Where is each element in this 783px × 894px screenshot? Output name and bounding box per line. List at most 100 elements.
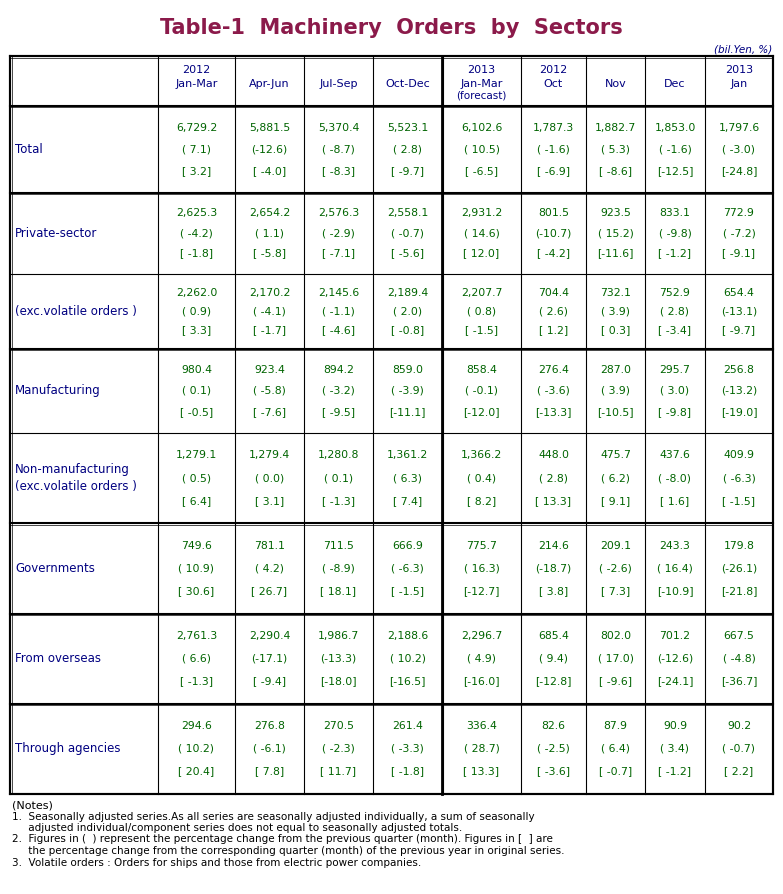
Text: [ 18.1]: [ 18.1] [320,586,356,596]
Text: [-19.0]: [-19.0] [720,407,757,417]
Text: 1,787.3: 1,787.3 [533,122,574,132]
Text: ( -1.6): ( -1.6) [537,144,570,155]
Text: [ 13.3]: [ 13.3] [464,766,500,777]
Text: 781.1: 781.1 [254,541,285,551]
Text: Private-sector: Private-sector [15,227,97,240]
Text: (exc.volatile orders ): (exc.volatile orders ) [15,305,137,318]
Text: [ -9.1]: [ -9.1] [723,249,756,258]
Text: 894.2: 894.2 [323,365,354,375]
Text: [ -1.5]: [ -1.5] [465,325,498,335]
Text: ( 2.8): ( 2.8) [539,473,568,483]
Text: ( 6.3): ( 6.3) [393,473,422,483]
Text: ( 16.3): ( 16.3) [464,563,500,573]
Text: 859.0: 859.0 [392,365,423,375]
Text: 685.4: 685.4 [538,631,569,641]
Text: ( -3.9): ( -3.9) [391,386,424,396]
Text: [ 6.4]: [ 6.4] [182,495,211,506]
Text: [ -9.8]: [ -9.8] [659,407,691,417]
Text: 336.4: 336.4 [466,721,497,731]
Text: 801.5: 801.5 [538,208,569,218]
Text: ( 2.6): ( 2.6) [539,307,568,316]
Text: ( 0.9): ( 0.9) [182,307,211,316]
Text: 2,761.3: 2,761.3 [176,631,217,641]
Text: [-24.1]: [-24.1] [657,676,693,687]
Text: 3.  Volatile orders : Orders for ships and those from electric power companies.: 3. Volatile orders : Orders for ships an… [12,857,421,867]
Text: [-13.3]: [-13.3] [536,407,572,417]
Text: 1,279.4: 1,279.4 [249,451,290,460]
Text: [ 7.8]: [ 7.8] [255,766,284,777]
Text: 295.7: 295.7 [659,365,691,375]
Text: 2013: 2013 [467,65,496,75]
Text: 2,145.6: 2,145.6 [318,288,359,298]
Text: 87.9: 87.9 [604,721,627,731]
Text: [-18.0]: [-18.0] [320,676,357,687]
Text: Table-1  Machinery  Orders  by  Sectors: Table-1 Machinery Orders by Sectors [161,18,622,38]
Text: [ -1.2]: [ -1.2] [659,249,691,258]
Text: 802.0: 802.0 [600,631,631,641]
Text: 2,931.2: 2,931.2 [461,208,502,218]
Text: 2,654.2: 2,654.2 [249,208,290,218]
Text: [ -5.6]: [ -5.6] [391,249,424,258]
Text: ( 6.4): ( 6.4) [601,744,630,754]
Text: ( 5.3): ( 5.3) [601,144,630,155]
Text: Governments: Governments [15,562,95,575]
Text: [ -0.7]: [ -0.7] [599,766,632,777]
Text: Manufacturing: Manufacturing [15,384,101,397]
Text: [ -7.6]: [ -7.6] [253,407,286,417]
Text: 749.6: 749.6 [181,541,212,551]
Text: ( 0.5): ( 0.5) [182,473,211,483]
Text: 833.1: 833.1 [659,208,691,218]
Text: (-13.2): (-13.2) [721,386,757,396]
Text: 6,729.2: 6,729.2 [176,122,217,132]
Text: [-12.5]: [-12.5] [657,166,693,176]
Text: ( -4.2): ( -4.2) [180,228,213,239]
Text: ( -2.5): ( -2.5) [537,744,570,754]
Text: Through agencies: Through agencies [15,742,121,755]
Text: 261.4: 261.4 [392,721,423,731]
Text: 711.5: 711.5 [323,541,354,551]
Text: (-10.7): (-10.7) [536,228,572,239]
Text: ( 10.2): ( 10.2) [179,744,215,754]
Text: [ 20.4]: [ 20.4] [179,766,215,777]
Text: Jan: Jan [731,79,748,89]
Text: ( 0.4): ( 0.4) [467,473,496,483]
Text: 2,170.2: 2,170.2 [249,288,290,298]
Text: ( -9.8): ( -9.8) [659,228,691,239]
Text: 1,279.1: 1,279.1 [176,451,217,460]
Text: [ -9.5]: [ -9.5] [322,407,355,417]
Text: ( 0.8): ( 0.8) [467,307,496,316]
Text: 475.7: 475.7 [600,451,631,460]
Text: 654.4: 654.4 [723,288,755,298]
Text: 1,366.2: 1,366.2 [461,451,502,460]
Text: [ -9.7]: [ -9.7] [391,166,424,176]
Text: 2012: 2012 [539,65,568,75]
Text: 270.5: 270.5 [323,721,354,731]
Text: [ -1.5]: [ -1.5] [391,586,424,596]
Text: ( 3.9): ( 3.9) [601,386,630,396]
Text: (Notes): (Notes) [12,800,53,810]
Text: [-12.0]: [-12.0] [464,407,500,417]
Text: ( -3.2): ( -3.2) [322,386,355,396]
Text: ( -6.1): ( -6.1) [253,744,286,754]
Text: [ 1.6]: [ 1.6] [660,495,690,506]
Text: ( -3.3): ( -3.3) [391,744,424,754]
Text: Total: Total [15,143,43,156]
Text: ( -5.8): ( -5.8) [253,386,286,396]
Text: 2,576.3: 2,576.3 [318,208,359,218]
Text: 2,296.7: 2,296.7 [461,631,502,641]
Text: 2,262.0: 2,262.0 [176,288,217,298]
Text: [ 0.3]: [ 0.3] [601,325,630,335]
Text: ( -2.6): ( -2.6) [599,563,632,573]
Text: [ 3.1]: [ 3.1] [255,495,284,506]
Text: ( 7.1): ( 7.1) [182,144,211,155]
Text: 923.4: 923.4 [254,365,285,375]
Text: [ -9.6]: [ -9.6] [599,676,632,687]
Text: ( 3.9): ( 3.9) [601,307,630,316]
Text: 2,558.1: 2,558.1 [387,208,428,218]
Text: ( -3.0): ( -3.0) [723,144,756,155]
Text: [ -1.8]: [ -1.8] [391,766,424,777]
Text: ( -0.1): ( -0.1) [465,386,498,396]
Text: Nov: Nov [604,79,626,89]
Text: ( 3.4): ( 3.4) [661,744,690,754]
Text: ( -1.6): ( -1.6) [659,144,691,155]
